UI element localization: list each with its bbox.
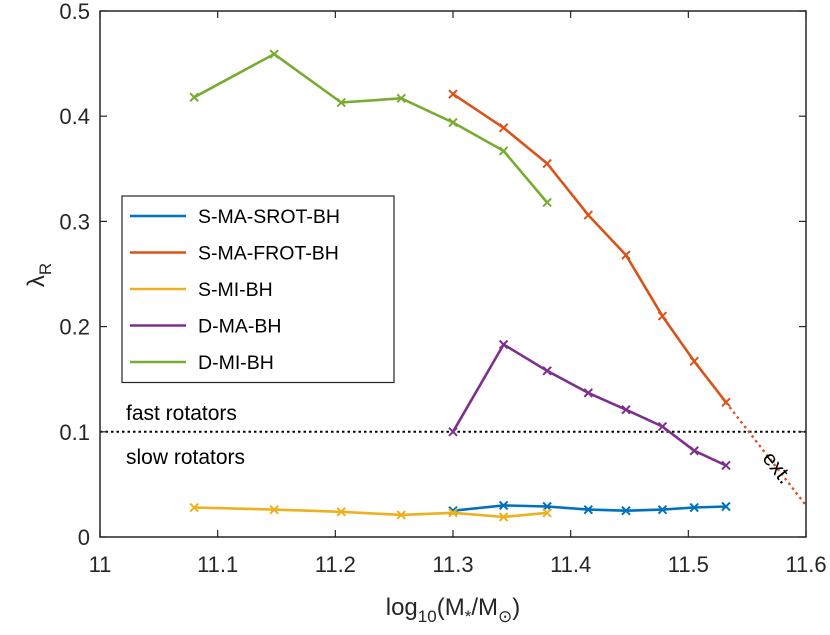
data-point — [583, 388, 594, 398]
x-tick-label: 11.4 — [550, 552, 591, 577]
data-point — [189, 502, 199, 513]
x-label-base: log — [386, 594, 418, 621]
series-s-ma-frot-bh — [448, 89, 731, 408]
data-point — [269, 49, 279, 59]
data-point — [689, 502, 699, 513]
y-tick-label: 0 — [78, 525, 90, 550]
series-line — [451, 343, 727, 467]
data-point — [336, 97, 346, 108]
y-label-base: λ — [23, 275, 50, 287]
legend: S-MA-SROT-BH S-MA-FROT-BH S-MI-BH D-MA-BH D-… — [121, 195, 395, 384]
data-point — [498, 512, 509, 522]
tick-layer: 11 11.1 11.2 11.3 11.4 11.5 11.6 0 0.1 0.2 0.3 0.4 0… — [59, 0, 826, 577]
data-point — [721, 501, 731, 512]
data-point — [583, 210, 594, 220]
data-point — [396, 93, 406, 104]
data-point — [498, 500, 509, 511]
x-label-open: (M — [437, 594, 465, 621]
data-point — [657, 421, 668, 432]
data-point — [448, 427, 458, 437]
data-point — [657, 504, 668, 515]
data-point — [621, 505, 631, 516]
x-label-sub: 10 — [418, 607, 437, 626]
data-point — [448, 117, 458, 128]
y-axis-label: λR — [23, 263, 55, 287]
data-point — [498, 146, 509, 156]
data-point — [189, 92, 199, 102]
data-point — [542, 508, 552, 518]
y-tick-label: 0.3 — [59, 209, 90, 234]
y-tick-label: 0.2 — [59, 315, 90, 340]
data-point — [498, 339, 509, 350]
data-point — [621, 405, 631, 415]
x-axis-label: log10(M*/M⊙) — [386, 594, 520, 626]
x-tick-label: 11.2 — [315, 552, 356, 577]
series-s-ma-srot-bh — [448, 500, 731, 516]
series-d-mi-bh — [189, 49, 552, 208]
data-point — [657, 311, 668, 321]
legend-label: S-MI-BH — [198, 279, 273, 301]
data-point — [542, 158, 552, 169]
y-label-sub: R — [36, 263, 55, 275]
y-tick-label: 0.5 — [59, 0, 90, 24]
threshold-below-label: slow rotators — [126, 446, 245, 469]
data-point — [542, 366, 552, 376]
data-point — [448, 508, 458, 518]
x-tick-label: 11.3 — [432, 552, 473, 577]
series-s-mi-bh — [189, 502, 552, 522]
x-label-star: * — [465, 607, 472, 626]
data-point — [721, 460, 731, 471]
data-point — [621, 250, 631, 260]
series-layer — [189, 49, 731, 522]
data-point — [689, 356, 699, 367]
data-point — [689, 446, 699, 456]
x-label-slash: /M — [471, 594, 498, 621]
x-tick-label: 11.1 — [197, 552, 238, 577]
data-point — [396, 510, 406, 520]
x-tick-label: 11.5 — [668, 552, 709, 577]
data-point — [448, 89, 458, 99]
legend-label: S-MA-FROT-BH — [198, 243, 339, 265]
x-label-close: ) — [512, 594, 520, 621]
legend-label: D-MI-BH — [198, 352, 274, 374]
data-point — [336, 507, 346, 517]
x-label-sun: ⊙ — [498, 607, 512, 626]
series-d-ma-bh — [448, 339, 731, 471]
x-tick-label: 11 — [89, 552, 112, 577]
extrapolation-line — [725, 401, 807, 507]
y-tick-label: 0.1 — [59, 420, 90, 445]
data-point — [498, 123, 509, 133]
legend-label: D-MA-BH — [198, 316, 281, 338]
threshold-above-label: fast rotators — [126, 402, 237, 425]
series-line — [452, 93, 728, 404]
legend-label: S-MA-SROT-BH — [198, 206, 340, 228]
data-point — [269, 504, 279, 515]
data-point — [721, 397, 731, 408]
data-point — [583, 504, 594, 515]
data-point — [542, 197, 552, 208]
y-tick-label: 0.4 — [59, 104, 90, 129]
x-tick-label: 11.6 — [785, 552, 826, 577]
series-line — [452, 504, 727, 513]
